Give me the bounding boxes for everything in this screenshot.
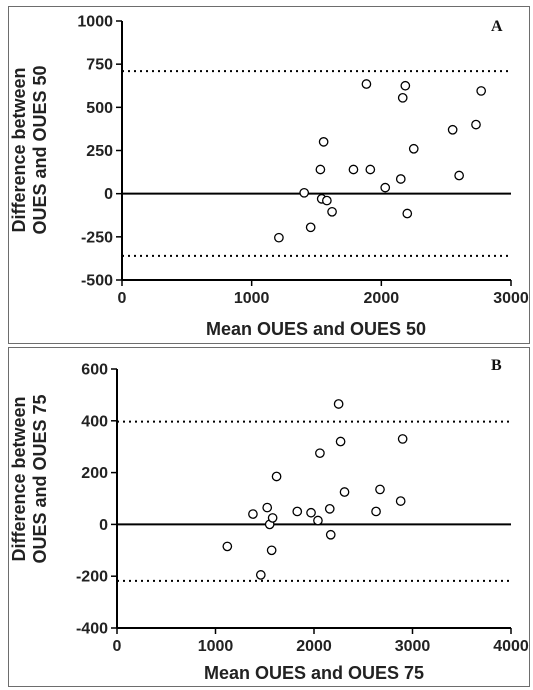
chart-b-svg: B Mean OUES and OUES 75 Difference betwe…: [9, 357, 529, 683]
data-point: [471, 119, 481, 130]
data-point: [454, 170, 464, 181]
chart-a-svg: A Mean OUES and OUES 50 Difference betwe…: [9, 14, 529, 340]
panel-label-b: B: [491, 357, 502, 374]
chart-panel-b: B Mean OUES and OUES 75 Difference betwe…: [8, 347, 530, 687]
x-tick-label: 1000: [234, 290, 270, 307]
data-point: [380, 182, 391, 193]
y-axis-title-b-line1: Difference between: [9, 396, 29, 561]
x-tick-label: 3000: [493, 290, 529, 307]
data-point: [327, 206, 337, 217]
y-tick-label: 600: [81, 362, 108, 379]
y-tick-label: -250: [81, 229, 113, 246]
x-tick-label: 2000: [364, 290, 400, 307]
y-tick-label: 0: [99, 517, 108, 534]
data-point: [299, 187, 310, 198]
data-point: [255, 570, 266, 580]
x-tick-label: 2000: [296, 638, 332, 655]
x-axis-title-a: Mean OUES and OUES 50: [206, 319, 426, 339]
data-point: [447, 124, 458, 135]
data-point: [292, 506, 303, 517]
data-point: [266, 545, 277, 556]
data-point: [315, 448, 325, 459]
data-point: [313, 515, 323, 526]
data-point: [400, 80, 411, 91]
x-tick-label: 3000: [395, 638, 431, 655]
x-tick-label: 4000: [493, 638, 529, 655]
data-point: [365, 164, 376, 175]
data-point: [322, 195, 332, 206]
data-point: [305, 222, 316, 233]
data-point: [402, 208, 413, 219]
data-point: [375, 484, 385, 495]
y-tick-label: 250: [86, 143, 113, 160]
y-tick-label: -400: [76, 621, 108, 638]
data-point: [262, 502, 273, 513]
y-tick-label: -200: [76, 569, 108, 586]
data-point: [325, 529, 336, 540]
data-point: [397, 434, 408, 444]
x-tick-label: 0: [118, 290, 127, 307]
data-point: [248, 509, 258, 519]
x-axis-title-b: Mean OUES and OUES 75: [204, 663, 424, 683]
data-point: [476, 86, 487, 96]
data-point: [306, 507, 316, 518]
x-tick-label: 0: [113, 638, 122, 655]
data-point: [274, 232, 284, 243]
data-point: [333, 399, 344, 409]
data-point: [408, 143, 419, 154]
data-point: [371, 506, 381, 517]
data-point: [271, 471, 282, 482]
data-point: [222, 541, 233, 552]
y-tick-label: 0: [104, 186, 113, 203]
chart-panel-a: A Mean OUES and OUES 50 Difference betwe…: [8, 6, 530, 344]
panel-label-a: A: [491, 18, 503, 35]
data-point: [395, 174, 406, 184]
data-point: [395, 496, 406, 506]
y-tick-label: 400: [81, 413, 108, 430]
y-axis-title-b-line2: OUES and OUES 75: [30, 394, 50, 563]
data-point: [267, 513, 278, 523]
data-point: [324, 504, 335, 514]
data-point: [318, 137, 329, 147]
data-point: [348, 164, 359, 175]
y-tick-label: 500: [86, 100, 113, 117]
y-tick-label: -500: [81, 273, 113, 290]
y-tick-label: 750: [86, 57, 113, 74]
x-tick-label: 1000: [198, 638, 234, 655]
y-axis-title-a-line1: Difference between: [9, 67, 29, 232]
data-point: [361, 79, 372, 89]
y-tick-label: 1000: [77, 14, 113, 31]
data-point: [397, 92, 408, 103]
data-point: [315, 164, 326, 175]
data-point: [339, 487, 350, 497]
y-axis-title-a-line2: OUES and OUES 50: [30, 65, 50, 234]
y-tick-label: 200: [81, 465, 108, 482]
data-point: [335, 436, 346, 447]
